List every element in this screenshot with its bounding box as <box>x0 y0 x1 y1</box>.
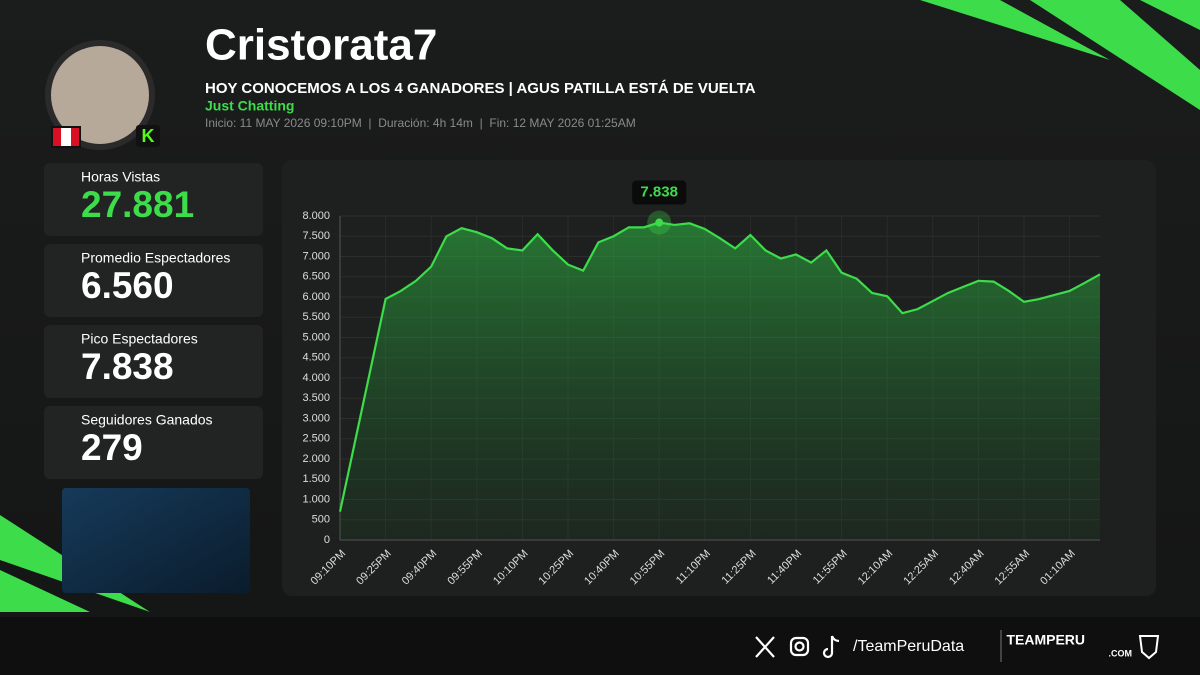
y-tick-label: 3.500 <box>302 392 330 404</box>
stat-label: Pico Espectadores <box>81 331 198 347</box>
stat-card <box>44 244 263 317</box>
category: Just Chatting <box>205 98 294 114</box>
stream-info: Inicio: 11 MAY 2026 09:10PM | Duración: … <box>205 116 636 130</box>
y-tick-label: 7.500 <box>302 230 330 242</box>
line <box>338 221 1101 512</box>
footer <box>0 617 1200 675</box>
y-tick-label: 2.500 <box>302 433 330 445</box>
footer-brand: TEAMPERU <box>1006 632 1085 648</box>
stat-card <box>44 325 263 398</box>
stat-label: Horas Vistas <box>81 169 160 185</box>
stat-value: 27.881 <box>81 184 194 225</box>
stream-title: HOY CONOCEMOS A LOS 4 GANADORES | AGUS P… <box>205 80 756 97</box>
y-tick-label: 0 <box>324 534 330 546</box>
stat-label: Promedio Espectadores <box>81 250 230 266</box>
footer-handle: /TeamPeruData <box>853 638 964 655</box>
stat-card <box>44 163 263 236</box>
y-tick-label: 1.000 <box>302 493 330 505</box>
y-tick-label: 6.500 <box>302 271 330 283</box>
kick-logo: K <box>136 125 160 147</box>
y-tick-label: 1.500 <box>302 473 330 485</box>
footer-brand-sub: .COM <box>1109 648 1133 658</box>
stat-value: 6.560 <box>81 265 174 306</box>
y-tick-label: 4.500 <box>302 352 330 364</box>
stat-card <box>44 406 263 479</box>
y-tick-label: 5.500 <box>302 311 330 323</box>
stat-value: 7.838 <box>81 346 174 387</box>
peak-box <box>632 180 687 205</box>
svg-text:K: K <box>142 126 155 146</box>
peak-point <box>655 218 664 227</box>
y-tick-label: 3.000 <box>302 412 330 424</box>
brand-shield <box>1138 635 1160 660</box>
stat-label: Seguidores Ganados <box>81 412 213 428</box>
streamer-name: Cristorata7 <box>205 21 437 70</box>
y-tick-label: 8.000 <box>302 210 330 222</box>
y-tick-label: 7.000 <box>302 250 330 262</box>
area <box>340 222 1100 540</box>
peak-label: 7.838 <box>640 184 678 201</box>
y-tick-label: 4.000 <box>302 372 330 384</box>
y-tick-label: 5.000 <box>302 331 330 343</box>
y-tick-label: 6.000 <box>302 291 330 303</box>
y-tick-label: 2.000 <box>302 453 330 465</box>
avatar <box>51 46 149 144</box>
social-icons <box>755 635 840 659</box>
flag <box>51 126 81 148</box>
thumbnail <box>62 488 250 593</box>
y-tick-label: 500 <box>312 514 330 526</box>
stat-value: 279 <box>81 427 143 468</box>
